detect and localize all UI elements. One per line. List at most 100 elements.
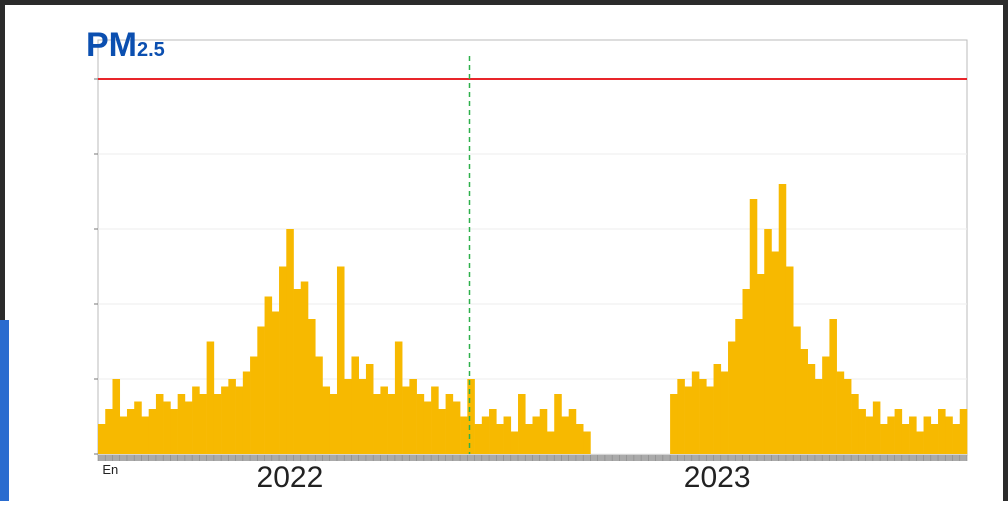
bar — [416, 394, 425, 454]
bar — [105, 409, 113, 454]
bar — [575, 424, 584, 454]
bar — [213, 394, 222, 454]
bar — [539, 409, 548, 454]
bar — [843, 379, 852, 454]
bar — [445, 394, 454, 454]
bar — [561, 416, 570, 454]
bar — [423, 401, 432, 454]
bar — [945, 416, 953, 454]
right-frame — [1003, 0, 1008, 501]
bar — [329, 394, 338, 454]
bar — [872, 401, 881, 454]
bar — [923, 416, 932, 454]
bar — [518, 394, 526, 454]
bar — [402, 386, 410, 454]
bar — [778, 184, 787, 454]
bar — [800, 349, 808, 454]
bar — [894, 409, 903, 454]
bar — [489, 409, 497, 454]
bar — [438, 409, 446, 454]
bar — [503, 416, 512, 454]
bar — [532, 416, 541, 454]
bar — [909, 416, 917, 454]
bar — [865, 416, 874, 454]
bar — [351, 356, 359, 454]
left-frame — [0, 0, 5, 320]
bar — [670, 394, 678, 454]
bar — [684, 386, 693, 454]
bar — [510, 431, 519, 454]
bar — [409, 379, 417, 454]
bar — [887, 416, 895, 454]
bar — [112, 379, 121, 454]
bar — [192, 386, 200, 454]
bar — [467, 379, 475, 454]
chart-title: PM2.5 — [86, 26, 165, 64]
bar — [184, 401, 193, 454]
bar — [98, 424, 106, 454]
bar — [756, 274, 765, 454]
bar — [373, 394, 381, 454]
bar — [394, 341, 403, 454]
bar — [764, 229, 772, 454]
bar — [134, 401, 142, 454]
title-main: PM — [86, 26, 137, 64]
bar — [851, 394, 859, 454]
bar — [163, 401, 171, 454]
bar — [829, 319, 837, 454]
bar — [336, 266, 345, 454]
bar — [771, 251, 780, 454]
bar — [315, 356, 323, 454]
bar — [728, 341, 736, 454]
bar — [148, 409, 157, 454]
bar — [155, 394, 164, 454]
bar — [257, 326, 265, 454]
bar — [880, 424, 888, 454]
bar — [141, 416, 149, 454]
bar — [358, 379, 367, 454]
bar — [742, 289, 751, 454]
bar — [387, 394, 396, 454]
bar — [170, 409, 178, 454]
bar — [365, 364, 374, 454]
bar — [525, 424, 533, 454]
bar — [380, 386, 388, 454]
bar — [836, 371, 845, 454]
bar — [735, 319, 743, 454]
bar — [496, 424, 504, 454]
bar — [474, 424, 483, 454]
title-sub: 2.5 — [137, 39, 165, 61]
bar — [119, 416, 128, 454]
bar — [691, 371, 700, 454]
bar — [431, 386, 439, 454]
bar — [322, 386, 331, 454]
bar — [452, 401, 461, 454]
bar — [930, 424, 939, 454]
bar — [286, 229, 294, 454]
bar — [568, 409, 577, 454]
x-tick-label: 2023 — [684, 461, 751, 494]
bar — [177, 394, 186, 454]
side-strip — [0, 320, 9, 501]
bar — [938, 409, 946, 454]
x-tick-label: En — [102, 462, 118, 477]
bar — [344, 379, 352, 454]
bar — [901, 424, 910, 454]
bar — [706, 386, 714, 454]
bar — [720, 371, 729, 454]
bar — [785, 266, 794, 454]
bar — [554, 394, 562, 454]
bar — [713, 364, 722, 454]
bar — [583, 431, 591, 454]
bar — [822, 356, 830, 454]
bar — [199, 394, 207, 454]
bar — [481, 416, 490, 454]
bar — [749, 199, 758, 454]
bar — [699, 379, 707, 454]
bar — [814, 379, 823, 454]
bar — [300, 281, 309, 454]
bar — [546, 431, 555, 454]
bar — [279, 266, 287, 454]
bar — [460, 416, 468, 454]
